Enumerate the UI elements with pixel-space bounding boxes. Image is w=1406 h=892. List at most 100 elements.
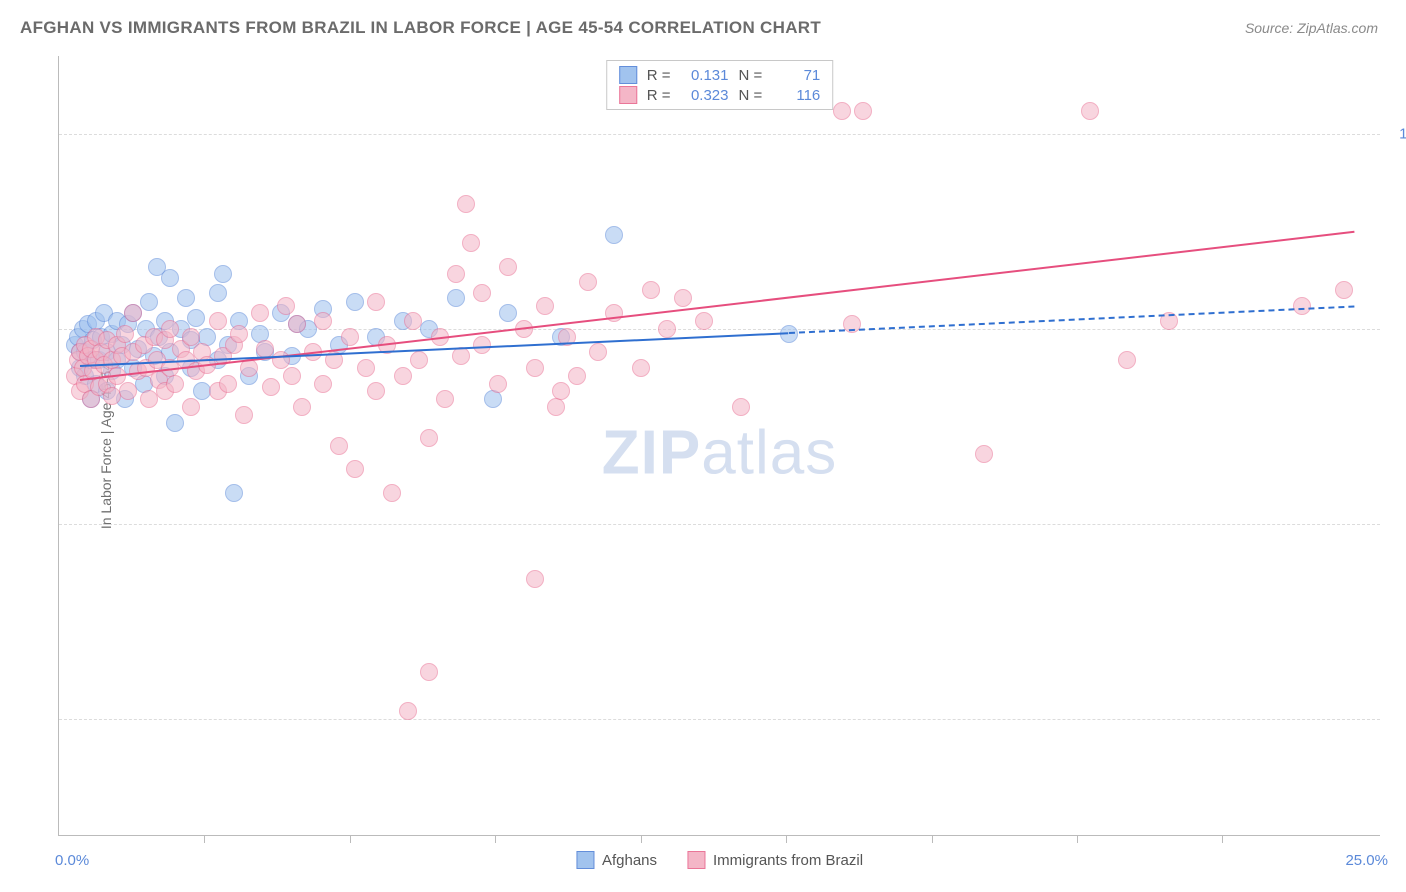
xtick — [932, 835, 933, 843]
point-afghans — [177, 289, 195, 307]
point-brazil — [536, 297, 554, 315]
point-brazil — [262, 378, 280, 396]
point-brazil — [854, 102, 872, 120]
point-afghans — [447, 289, 465, 307]
legend-r-afghans: 0.131 — [681, 67, 729, 84]
point-brazil — [658, 320, 676, 338]
point-brazil — [526, 359, 544, 377]
point-brazil — [116, 325, 134, 343]
legend-item-brazil: Immigrants from Brazil — [687, 851, 863, 869]
legend-r-label: R = — [647, 87, 671, 104]
swatch-afghans — [619, 66, 637, 84]
legend-correlation: R = 0.131 N = 71 R = 0.323 N = 116 — [606, 60, 834, 110]
point-brazil — [420, 663, 438, 681]
point-brazil — [293, 398, 311, 416]
point-brazil — [632, 359, 650, 377]
legend-n-label: N = — [739, 87, 763, 104]
point-afghans — [209, 284, 227, 302]
point-brazil — [732, 398, 750, 416]
point-brazil — [579, 273, 597, 291]
point-brazil — [314, 375, 332, 393]
legend-n-brazil: 116 — [772, 87, 820, 104]
point-brazil — [1118, 351, 1136, 369]
point-brazil — [552, 382, 570, 400]
point-brazil — [1293, 297, 1311, 315]
point-brazil — [119, 382, 137, 400]
point-brazil — [605, 304, 623, 322]
xtick — [1222, 835, 1223, 843]
xaxis-max-label: 25.0% — [1345, 852, 1388, 869]
trend-line — [80, 231, 1355, 381]
point-brazil — [410, 351, 428, 369]
xaxis-min-label: 0.0% — [55, 852, 89, 869]
point-brazil — [695, 312, 713, 330]
point-brazil — [975, 445, 993, 463]
chart-title: AFGHAN VS IMMIGRANTS FROM BRAZIL IN LABO… — [20, 18, 821, 38]
point-afghans — [161, 269, 179, 287]
point-brazil — [346, 460, 364, 478]
grid-line — [59, 524, 1380, 525]
legend-label-brazil: Immigrants from Brazil — [713, 852, 863, 869]
point-brazil — [499, 258, 517, 276]
point-afghans — [187, 309, 205, 327]
point-brazil — [526, 570, 544, 588]
point-brazil — [209, 312, 227, 330]
watermark: ZIPatlas — [602, 417, 837, 488]
point-afghans — [214, 265, 232, 283]
chart-container: AFGHAN VS IMMIGRANTS FROM BRAZIL IN LABO… — [0, 0, 1406, 892]
point-brazil — [457, 195, 475, 213]
point-brazil — [642, 281, 660, 299]
swatch-brazil — [619, 86, 637, 104]
plot-area: ZIPatlas In Labor Force | Age 45-54 R = … — [58, 56, 1380, 836]
legend-row-afghans: R = 0.131 N = 71 — [619, 65, 821, 85]
point-brazil — [288, 315, 306, 333]
point-brazil — [399, 702, 417, 720]
point-brazil — [547, 398, 565, 416]
watermark-bold: ZIP — [602, 418, 701, 487]
point-brazil — [473, 284, 491, 302]
point-brazil — [1335, 281, 1353, 299]
grid-line — [59, 719, 1380, 720]
point-brazil — [462, 234, 480, 252]
swatch-brazil — [687, 851, 705, 869]
point-brazil — [833, 102, 851, 120]
legend-item-afghans: Afghans — [576, 851, 657, 869]
xtick — [786, 835, 787, 843]
point-afghans — [484, 390, 502, 408]
point-afghans — [605, 226, 623, 244]
point-brazil — [1081, 102, 1099, 120]
point-brazil — [674, 289, 692, 307]
point-brazil — [394, 367, 412, 385]
point-brazil — [161, 320, 179, 338]
point-brazil — [473, 336, 491, 354]
point-brazil — [367, 382, 385, 400]
legend-n-afghans: 71 — [772, 67, 820, 84]
point-brazil — [367, 293, 385, 311]
point-brazil — [283, 367, 301, 385]
swatch-afghans — [576, 851, 594, 869]
point-brazil — [314, 312, 332, 330]
xtick — [1077, 835, 1078, 843]
ytick-label: 87.5% — [1390, 321, 1406, 338]
legend-r-label: R = — [647, 67, 671, 84]
grid-line — [59, 134, 1380, 135]
source-label: Source: ZipAtlas.com — [1245, 20, 1378, 36]
point-afghans — [499, 304, 517, 322]
legend-n-label: N = — [739, 67, 763, 84]
legend-r-brazil: 0.323 — [681, 87, 729, 104]
point-afghans — [346, 293, 364, 311]
point-brazil — [251, 304, 269, 322]
point-brazil — [124, 304, 142, 322]
point-brazil — [235, 406, 253, 424]
point-brazil — [404, 312, 422, 330]
point-brazil — [383, 484, 401, 502]
point-brazil — [230, 325, 248, 343]
ytick-label: 100.0% — [1390, 126, 1406, 143]
point-afghans — [140, 293, 158, 311]
point-afghans — [166, 414, 184, 432]
ytick-label: 62.5% — [1390, 711, 1406, 728]
xtick — [350, 835, 351, 843]
point-brazil — [166, 375, 184, 393]
ytick-label: 75.0% — [1390, 516, 1406, 533]
point-afghans — [225, 484, 243, 502]
